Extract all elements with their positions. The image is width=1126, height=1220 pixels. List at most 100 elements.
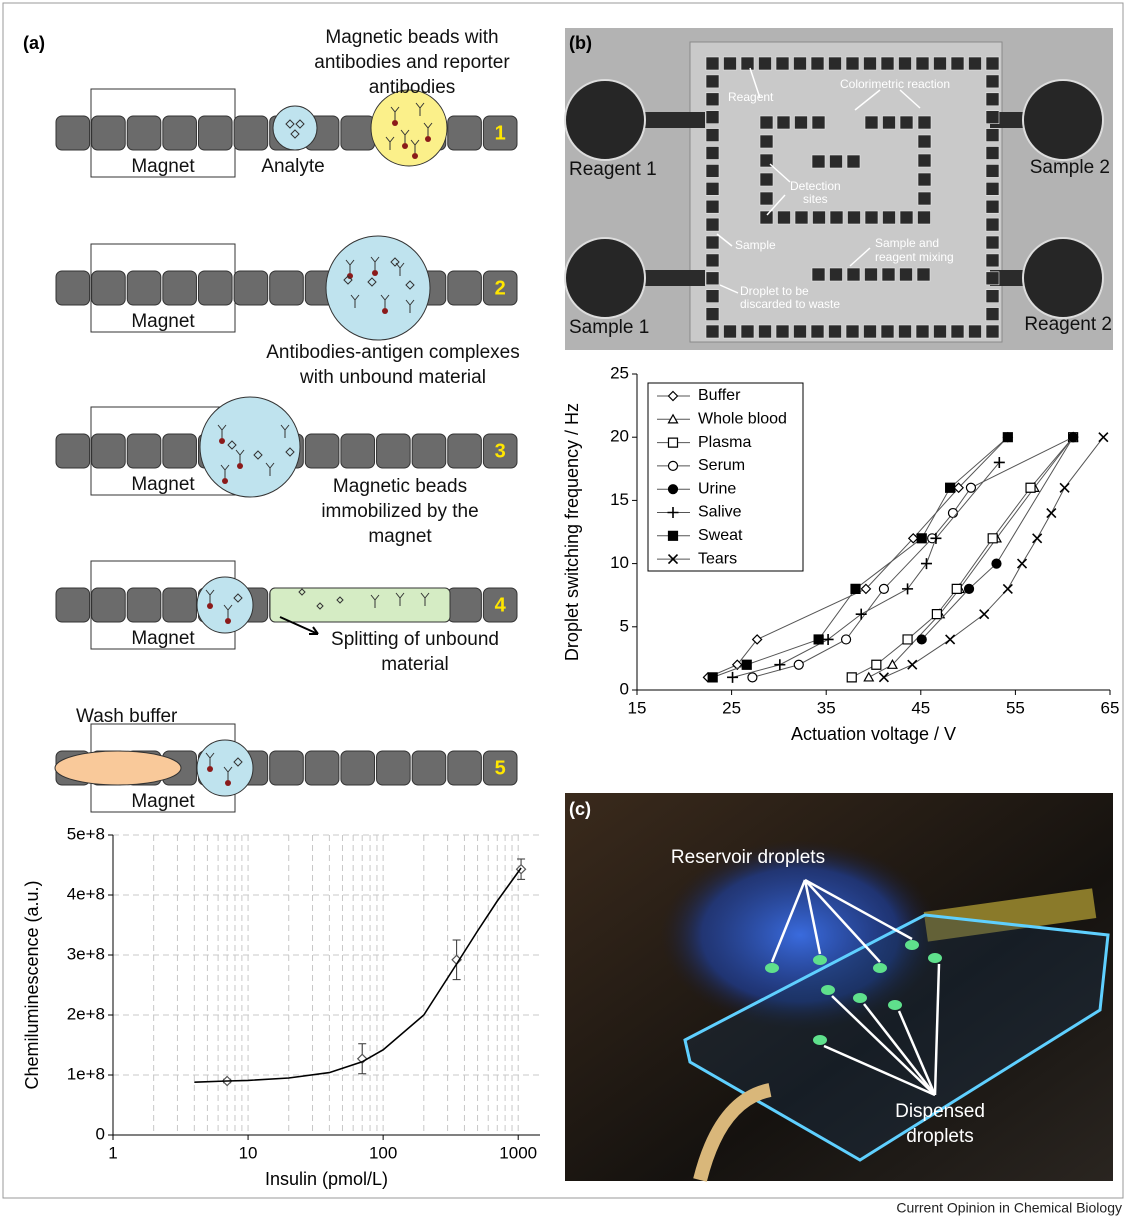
- electrode: [847, 155, 860, 168]
- x-tick-label: 35: [817, 698, 836, 717]
- droplet: [200, 397, 300, 497]
- photo-annotation: Detection: [790, 179, 841, 193]
- reporter: [219, 438, 225, 444]
- droplet: [197, 577, 253, 633]
- y-tick-label: 2e+8: [67, 1004, 105, 1023]
- electrode: [918, 135, 931, 148]
- photo-label: droplets: [906, 1126, 974, 1147]
- marker: [742, 660, 751, 669]
- electrode: [270, 751, 304, 785]
- caption: Antibodies-antigen complexes: [266, 342, 520, 363]
- reporter: [425, 136, 431, 142]
- electrode: [811, 57, 824, 70]
- electrode: [341, 751, 375, 785]
- caption: immobilized by the: [321, 501, 478, 522]
- panel-label: (b): [569, 33, 592, 53]
- reporter: [382, 308, 388, 314]
- electrode: [830, 211, 843, 224]
- electrode: [813, 211, 826, 224]
- caption: Magnetic beads: [333, 476, 467, 497]
- y-tick-label: 3e+8: [67, 944, 105, 963]
- reporter: [402, 143, 408, 149]
- electrode: [270, 271, 304, 305]
- electrode: [794, 57, 807, 70]
- marker: [669, 531, 678, 540]
- y-tick-label: 20: [610, 427, 629, 446]
- x-tick-label: 1: [108, 1143, 117, 1162]
- electrode: [812, 268, 825, 281]
- electrode: [846, 57, 859, 70]
- photo-annotation: Colorimetric reaction: [840, 77, 950, 91]
- electrode: [900, 268, 913, 281]
- electrode: [706, 308, 719, 321]
- photo-annotation: sites: [803, 192, 828, 206]
- y-tick-label: 4e+8: [67, 884, 105, 903]
- droplet: [821, 985, 835, 995]
- reservoir: [565, 80, 645, 160]
- electrode: [986, 57, 999, 70]
- droplet: [813, 955, 827, 965]
- marker: [1003, 433, 1012, 442]
- electrode: [198, 116, 232, 150]
- electrode: [776, 325, 789, 338]
- electrode: [776, 57, 789, 70]
- electrode: [163, 116, 197, 150]
- electrode: [706, 147, 719, 160]
- x-tick-label: 1000: [499, 1143, 537, 1162]
- electrode: [760, 192, 773, 205]
- electrode: [777, 116, 790, 129]
- photo-label: Dispensed: [895, 1101, 985, 1122]
- electrode: [934, 57, 947, 70]
- reporter: [225, 780, 231, 786]
- droplet: [326, 236, 430, 340]
- droplet: [813, 1035, 827, 1045]
- label: Analyte: [261, 156, 324, 177]
- electrode: [830, 155, 843, 168]
- photo-annotation: Sample: [735, 238, 776, 252]
- electrode: [986, 75, 999, 88]
- legend-label: Tears: [698, 550, 737, 567]
- electrode: [305, 751, 339, 785]
- electrode: [412, 751, 446, 785]
- electrode: [986, 182, 999, 195]
- electrode: [92, 116, 126, 150]
- electrode: [341, 116, 375, 150]
- electrode: [706, 254, 719, 267]
- reservoir: [1023, 238, 1103, 318]
- electrode: [56, 116, 90, 150]
- marker: [669, 461, 678, 470]
- electrode: [127, 116, 161, 150]
- electrode: [724, 57, 737, 70]
- y-tick-label: 10: [610, 553, 629, 572]
- electrode: [56, 271, 90, 305]
- photo-label: Reagent 2: [1024, 314, 1112, 335]
- marker: [988, 534, 997, 543]
- x-tick-label: 55: [1006, 698, 1025, 717]
- electrode: [986, 129, 999, 142]
- electrode: [448, 588, 482, 622]
- electrode: [795, 211, 808, 224]
- electrode: [377, 751, 411, 785]
- electrode: [448, 116, 482, 150]
- x-tick-label: 15: [628, 698, 647, 717]
- magnet-label: Magnet: [131, 311, 195, 332]
- electrode: [986, 218, 999, 231]
- step-number: 2: [495, 277, 506, 299]
- reporter: [207, 603, 213, 609]
- reporter: [372, 270, 378, 276]
- marker: [952, 584, 961, 593]
- electrode: [127, 588, 161, 622]
- electrode: [951, 325, 964, 338]
- marker: [879, 584, 888, 593]
- y-tick-label: 1e+8: [67, 1064, 105, 1083]
- legend-label: Plasma: [698, 434, 751, 451]
- x-tick-label: 45: [911, 698, 930, 717]
- y-tick-label: 0: [620, 679, 629, 698]
- electrode: [918, 116, 931, 129]
- electrode: [448, 751, 482, 785]
- label: Wash buffer: [76, 706, 178, 727]
- electrode: [706, 236, 719, 249]
- electrode: [706, 218, 719, 231]
- electrode: [847, 268, 860, 281]
- electrode: [986, 325, 999, 338]
